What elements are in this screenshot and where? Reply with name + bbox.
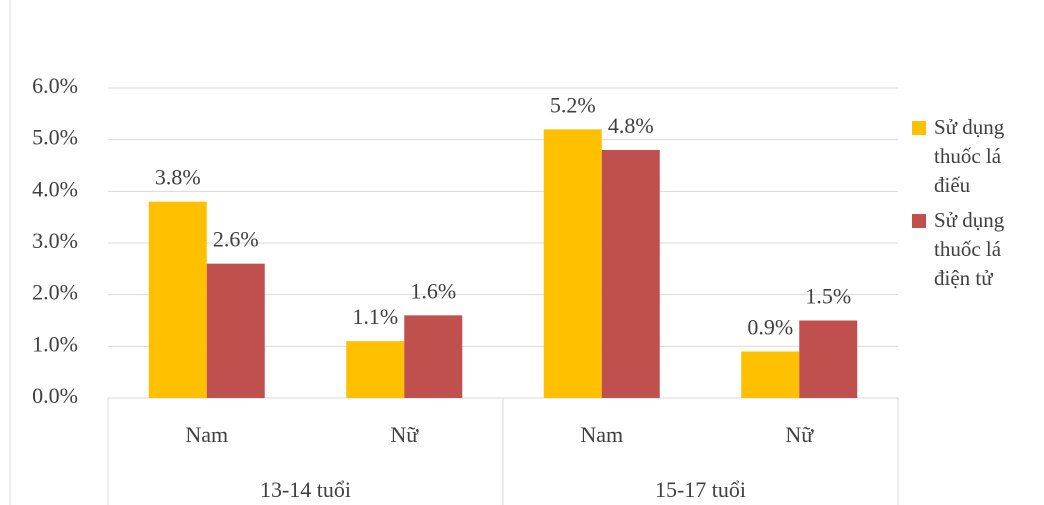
y-tick-label: 5.0% [32,125,78,150]
value-label: 1.6% [410,278,456,303]
y-tick-label: 0.0% [32,383,78,408]
group-label: 13-14 tuổi [260,477,351,502]
legend-swatch [912,214,926,228]
legend-label: Sử dụng thuốc lá điếu [934,115,1005,197]
value-label: 4.8% [608,113,654,138]
bar [741,351,800,398]
y-tick-label: 1.0% [32,331,78,356]
bar [543,129,602,399]
legend-item: Sử dụng thuốc lá điện tử [912,206,1034,293]
y-tick-label: 2.0% [32,280,78,305]
value-label: 5.2% [550,92,596,117]
bar [799,320,858,398]
legend-label: Sử dụng thuốc lá điện tử [934,208,1005,290]
legend-swatch [912,121,926,135]
group-label: 15-17 tuổi [655,477,746,502]
value-label: 2.6% [213,227,259,252]
value-label: 1.5% [805,284,851,309]
y-tick-label: 6.0% [32,73,78,98]
x-tick-label: Nam [185,422,228,447]
bar [404,315,463,398]
value-label: 3.8% [155,165,201,190]
y-tick-label: 4.0% [32,176,78,201]
bar [601,150,660,398]
x-tick-label: Nam [580,422,623,447]
x-tick-label: Nữ [390,422,419,447]
x-tick-label: Nữ [785,422,814,447]
value-label: 0.9% [747,315,793,340]
bar [148,201,207,398]
legend-item: Sử dụng thuốc lá điếu [912,113,1034,200]
bar [206,263,265,398]
y-tick-label: 3.0% [32,228,78,253]
value-label: 1.1% [352,304,398,329]
bar [346,341,405,398]
